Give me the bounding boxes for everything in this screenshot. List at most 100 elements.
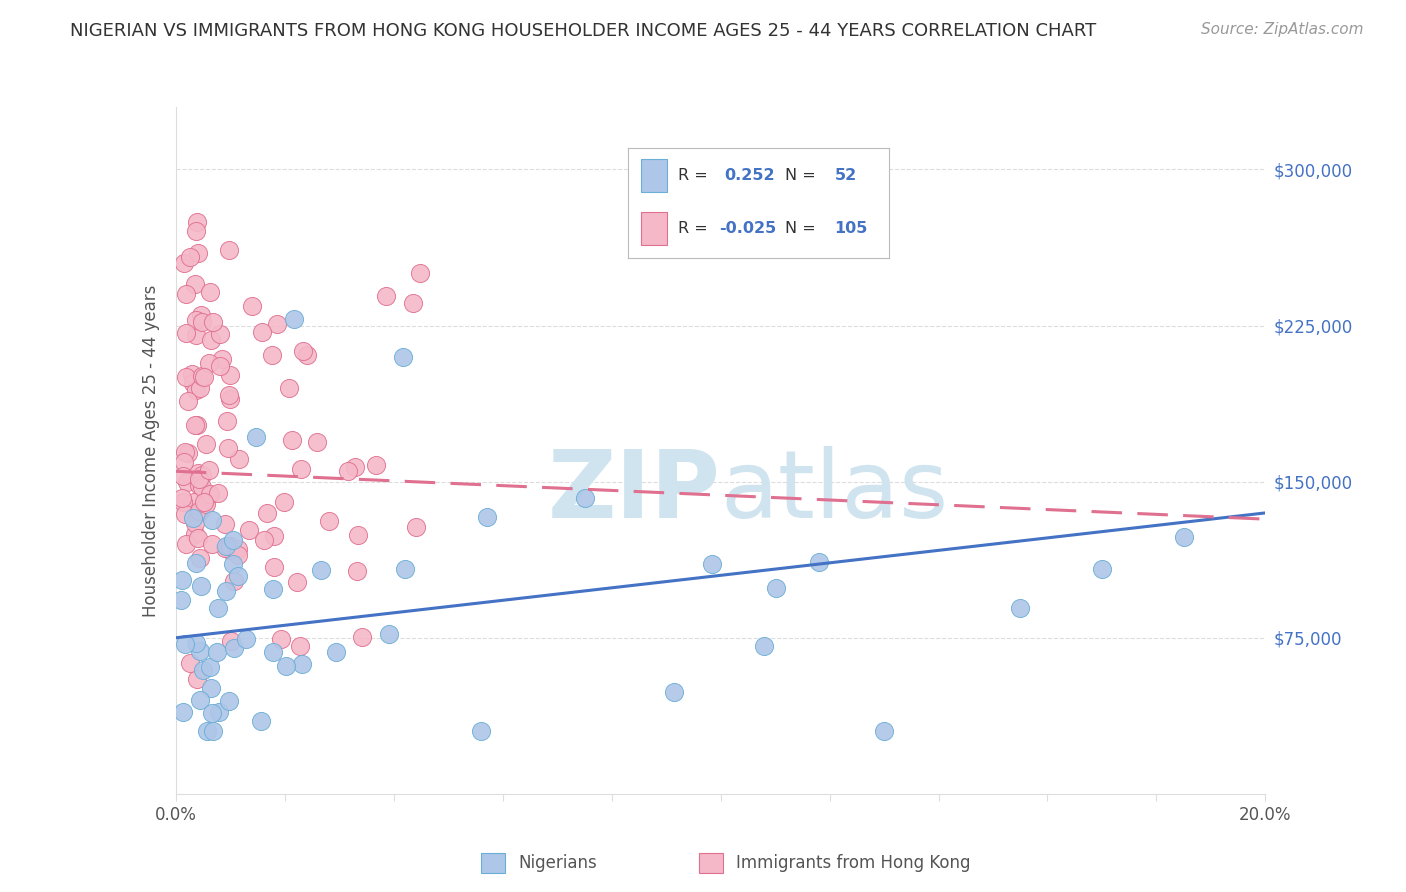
Point (179, 657, 201, 671)
Text: Source: ZipAtlas.com: Source: ZipAtlas.com (1201, 22, 1364, 37)
Point (183, 495, 205, 509)
Point (205, 645, 228, 659)
Point (250, 325, 273, 339)
Point (181, 376, 204, 391)
Point (193, 370, 215, 384)
Text: 0.252: 0.252 (724, 169, 775, 183)
Point (200, 333, 222, 347)
Text: N =: N = (785, 221, 821, 236)
Point (187, 504, 209, 518)
Point (1010, 600, 1032, 615)
Point (200, 681, 222, 695)
Text: ZIP: ZIP (548, 446, 721, 538)
Point (214, 541, 236, 556)
Point (276, 658, 298, 673)
Point (172, 573, 194, 587)
Point (208, 359, 231, 373)
Point (184, 516, 207, 530)
Point (873, 723, 896, 738)
Point (250, 714, 273, 728)
Point (754, 639, 776, 653)
Point (256, 507, 278, 521)
Point (222, 640, 245, 655)
Point (174, 370, 197, 384)
Point (186, 214, 208, 228)
Point (186, 417, 208, 432)
Text: -0.025: -0.025 (720, 221, 776, 236)
Point (186, 636, 208, 650)
Point (183, 417, 205, 432)
Point (198, 356, 221, 370)
Text: 52: 52 (835, 169, 856, 183)
Point (218, 694, 240, 708)
Point (263, 644, 285, 658)
Point (253, 533, 276, 547)
Point (218, 539, 240, 553)
Point (179, 250, 201, 264)
Point (195, 437, 218, 451)
Point (187, 506, 209, 520)
Point (377, 627, 399, 641)
Point (228, 548, 250, 562)
Point (190, 315, 212, 329)
Point (195, 724, 218, 739)
Point (198, 463, 221, 477)
Point (260, 348, 283, 362)
Point (186, 673, 208, 687)
Point (191, 468, 214, 483)
Point (173, 256, 195, 270)
Point (191, 663, 214, 677)
Point (305, 434, 328, 449)
Point (394, 562, 416, 576)
Point (263, 559, 285, 574)
Point (219, 368, 242, 382)
Point (177, 446, 200, 460)
Point (228, 452, 250, 467)
Point (172, 494, 194, 508)
Point (295, 348, 318, 362)
Point (187, 245, 209, 260)
Point (222, 557, 245, 571)
Point (278, 381, 301, 395)
Point (184, 328, 207, 343)
Point (198, 486, 221, 500)
Point (219, 542, 242, 557)
Point (173, 637, 195, 651)
Point (290, 639, 312, 653)
Point (240, 299, 263, 313)
Point (187, 467, 209, 481)
Point (270, 632, 292, 647)
Point (574, 491, 596, 505)
Point (181, 367, 204, 381)
Point (188, 472, 211, 486)
Point (228, 569, 250, 583)
Bar (641, 160, 668, 192)
Point (207, 486, 229, 500)
Bar (481, 853, 505, 873)
Point (172, 469, 194, 483)
Text: atlas: atlas (721, 446, 949, 538)
Text: Immigrants from Hong Kong: Immigrants from Hong Kong (735, 854, 970, 872)
Point (214, 516, 236, 531)
Point (245, 430, 267, 444)
Point (375, 289, 398, 303)
Point (183, 527, 205, 541)
Point (200, 285, 222, 299)
Point (808, 555, 831, 569)
Point (364, 458, 387, 472)
Point (405, 520, 427, 534)
Point (190, 308, 212, 322)
Point (211, 351, 233, 366)
Point (176, 475, 198, 489)
Text: Nigerians: Nigerians (517, 854, 596, 872)
Point (309, 562, 332, 576)
Point (226, 541, 249, 556)
Text: N =: N = (785, 169, 821, 183)
Point (174, 507, 197, 521)
Point (214, 584, 236, 599)
Point (290, 462, 312, 476)
Point (408, 266, 430, 280)
Point (337, 463, 360, 477)
Point (262, 582, 284, 597)
Point (273, 494, 295, 508)
